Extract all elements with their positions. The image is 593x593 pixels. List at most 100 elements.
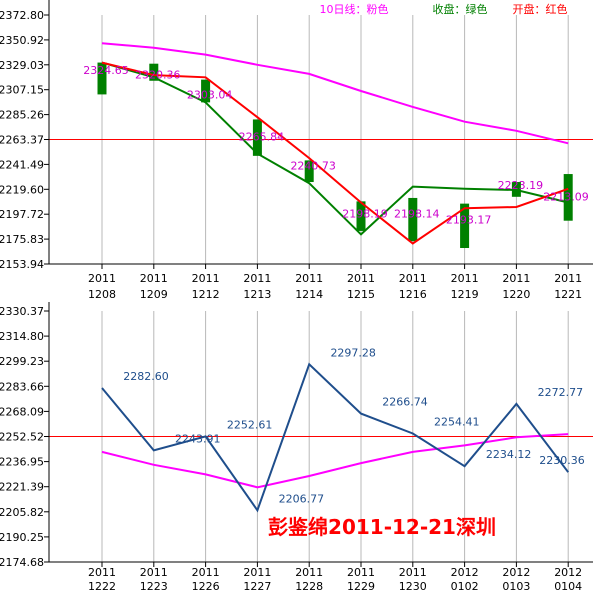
bottom-x-tick-date: 0104: [554, 580, 582, 593]
bottom-value-label: 2234.12: [486, 448, 532, 461]
bottom-y-tick-label: 2252.52: [0, 431, 44, 444]
top-y-tick-label: 2197.72: [0, 208, 44, 221]
top-y-tick-label: 2153.94: [0, 258, 44, 271]
top-x-tick-date: 1215: [347, 288, 375, 301]
bottom-y-tick-label: 2221.39: [0, 481, 44, 494]
top-candle: [304, 160, 314, 183]
top-x-tick-date: 1220: [502, 288, 530, 301]
top-x-tick-year: 2011: [451, 272, 479, 285]
top-candle: [408, 197, 418, 242]
top-candles: [97, 62, 573, 249]
bottom-x-tick-date: 1229: [347, 580, 375, 593]
bottom-y-tick-label: 2299.23: [0, 355, 44, 368]
watermark-text: 彭鉴绵2011-12-21深圳: [268, 515, 496, 539]
bottom-value-label: 2230.36: [539, 454, 585, 467]
bottom-series-line: [101, 362, 569, 513]
top-y-axis-ticks: 2372.80 2350.92 2329.03 2307.15 2285.26 2263.…: [0, 9, 49, 271]
bottom-y-tick-label: 2314.80: [0, 330, 44, 343]
top-x-tick-year: 2011: [88, 272, 116, 285]
bottom-y-tick-label: 2190.25: [0, 531, 44, 544]
bottom-x-axis-ticks: 2011122220111223201112262011122720111228…: [88, 562, 582, 593]
legend-open: 开盘：红色: [513, 2, 568, 16]
bottom-y-tick-label: 2205.82: [0, 506, 44, 519]
top-x-tick-year: 2011: [347, 272, 375, 285]
top-x-tick-date: 1214: [295, 288, 323, 301]
top-x-tick-date: 1216: [399, 288, 427, 301]
top-x-tick-year: 2011: [502, 272, 530, 285]
bottom-y-tick-label: 2174.68: [0, 556, 44, 569]
bottom-x-tick-date: 0102: [451, 580, 479, 593]
bottom-x-tick-year: 2011: [295, 566, 323, 579]
bottom-value-label: 2243.91: [175, 432, 221, 445]
bottom-value-label: 2252.61: [227, 418, 273, 431]
top-value-label: 2198.14: [394, 208, 440, 221]
top-close-line: [101, 61, 569, 236]
top-y-tick-label: 2219.60: [0, 183, 44, 196]
top-value-label: 2320.36: [135, 69, 181, 82]
top-candle: [97, 62, 107, 95]
bottom-value-label: 2266.74: [382, 396, 428, 409]
top-y-tick-label: 2329.03: [0, 59, 44, 72]
top-ma10-line: [101, 42, 569, 145]
top-y-tick-label: 2372.80: [0, 9, 44, 22]
top-y-tick-label: 2307.15: [0, 84, 44, 97]
bottom-x-tick-date: 1227: [243, 580, 271, 593]
top-x-tick-date: 1219: [451, 288, 479, 301]
legend-close: 收盘：绿色: [433, 2, 488, 16]
top-y-tick-label: 2263.37: [0, 134, 44, 147]
top-y-tick-label: 2285.26: [0, 109, 44, 122]
bottom-value-label: 2272.77: [538, 386, 584, 399]
top-value-label: 2213.09: [543, 191, 589, 204]
top-y-tick-label: 2350.92: [0, 34, 44, 47]
bottom-value-label: 2297.28: [330, 346, 376, 359]
bottom-panel: 2330.37 2314.80 2299.23 2283.66 2268.09 2252.…: [0, 302, 593, 593]
bottom-value-labels: 2282.60 2243.91 2252.61 2206.77 2297.28 2266.…: [123, 346, 585, 505]
bottom-x-tick-year: 2011: [243, 566, 271, 579]
legend-ma10: 10日线：粉色: [320, 2, 389, 16]
bottom-ma10-line: [101, 433, 569, 489]
top-candle: [201, 79, 211, 103]
top-value-label: 2303.04: [187, 88, 233, 101]
bottom-value-label: 2206.77: [279, 492, 325, 505]
bottom-x-tick-year: 2011: [192, 566, 220, 579]
bottom-x-tick-date: 1230: [399, 580, 427, 593]
bottom-x-tick-date: 0103: [502, 580, 530, 593]
bottom-value-label: 2254.41: [434, 415, 480, 428]
top-value-label: 2240.73: [290, 159, 336, 172]
top-value-label: 2198.19: [342, 208, 388, 221]
top-candle: [252, 119, 262, 156]
bottom-y-axis-ticks: 2330.37 2314.80 2299.23 2283.66 2268.09 2252.…: [0, 305, 49, 569]
top-candle: [460, 203, 470, 249]
top-candle: [356, 201, 366, 231]
bottom-x-tick-date: 1228: [295, 580, 323, 593]
top-x-tick-date: 1209: [140, 288, 168, 301]
top-x-tick-year: 2011: [295, 272, 323, 285]
bottom-x-tick-year: 2011: [399, 566, 427, 579]
bottom-x-tick-year: 2011: [88, 566, 116, 579]
top-x-tick-date: 1212: [192, 288, 220, 301]
bottom-y-tick-label: 2268.09: [0, 405, 44, 418]
top-x-tick-year: 2011: [140, 272, 168, 285]
bottom-x-tick-date: 1222: [88, 580, 116, 593]
top-x-tick-year: 2011: [554, 272, 582, 285]
bottom-x-tick-date: 1223: [140, 580, 168, 593]
top-value-label: 2193.17: [446, 213, 492, 226]
bottom-x-tick-date: 1226: [192, 580, 220, 593]
top-x-axis-ticks: 2011 1208 2011 1209 2011 1212 2011 1213 2011 1214…: [88, 264, 582, 301]
bottom-x-tick-year: 2012: [502, 566, 530, 579]
top-value-label: 2223.19: [498, 179, 544, 192]
bottom-x-tick-year: 2011: [140, 566, 168, 579]
bottom-x-tick-year: 2012: [451, 566, 479, 579]
top-value-label: 2324.65: [83, 64, 129, 77]
top-candle: [149, 63, 159, 81]
bottom-x-tick-year: 2011: [347, 566, 375, 579]
bottom-x-tick-year: 2012: [554, 566, 582, 579]
bottom-y-tick-label: 2283.66: [0, 380, 44, 393]
top-x-tick-year: 2011: [243, 272, 271, 285]
top-panel: 2372.80 2350.92 2329.03 2307.15 2285.26 2263.…: [0, 0, 593, 301]
top-value-label: 2265.84: [239, 131, 285, 144]
top-candle: [563, 174, 573, 221]
top-x-tick-date: 1221: [554, 288, 582, 301]
